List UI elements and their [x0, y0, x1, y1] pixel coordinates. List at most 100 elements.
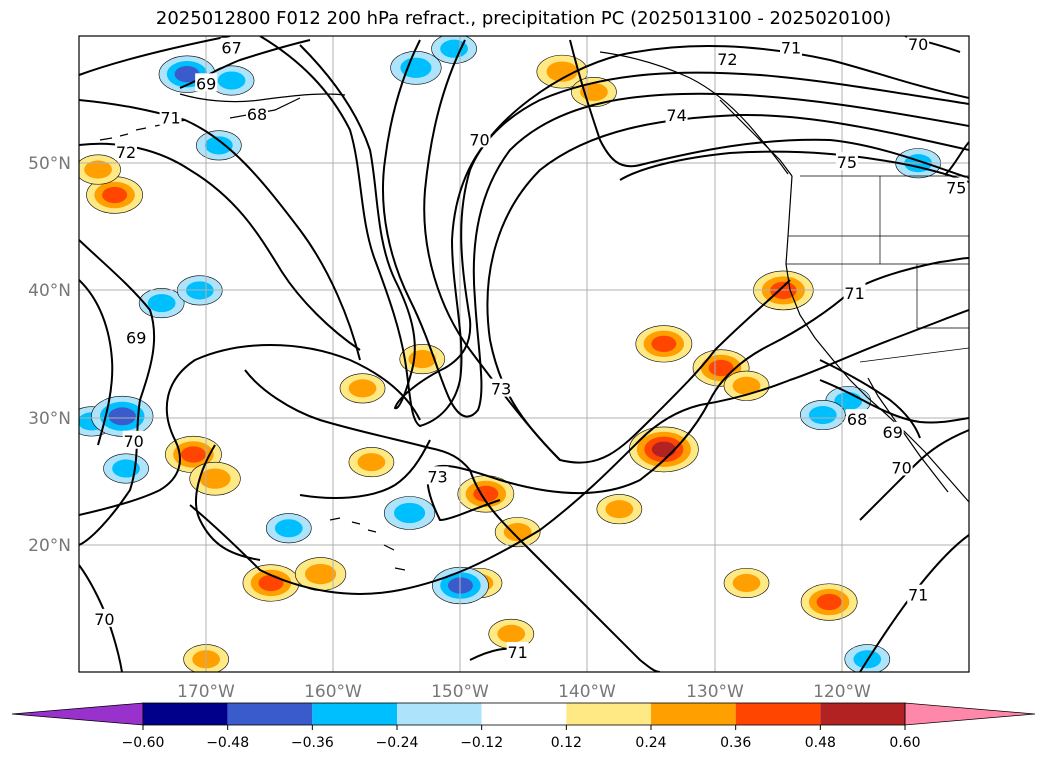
contour-label-bg-12: [843, 283, 866, 302]
precip-blob-29-level-1: [400, 57, 432, 78]
precip-blob-26-level-1: [112, 459, 140, 478]
precip-blob-10-level-2: [180, 446, 206, 463]
contour-label-20: 70: [94, 610, 114, 629]
contour-label-8: 72: [717, 50, 737, 69]
contour-70-southwest-loop: [79, 239, 156, 546]
contour-label-7: 70: [908, 35, 928, 54]
precip-blob-5-level-2: [651, 335, 677, 352]
lat-label-30: 30°N: [28, 409, 71, 429]
contour-label-10: 75: [837, 153, 857, 172]
contour-70-southeast: [859, 429, 969, 521]
precip-blob-32-level-1: [147, 294, 176, 313]
contour-label-11: 75: [946, 179, 966, 198]
contour-71-mid-south: [189, 309, 969, 595]
contour-70-northwest: [79, 36, 231, 76]
precip-blob-19-level-1: [497, 624, 526, 643]
contour-label-bg-5: [468, 129, 491, 148]
colorbar-tick-label-7: 0.36: [720, 735, 751, 751]
contour-72-northwest: [79, 142, 361, 351]
precip-blob-7-level-1: [732, 376, 761, 395]
colorbar-tick-label-1: −0.48: [206, 735, 249, 751]
refractivity-contours: [79, 36, 969, 672]
colorbar-extend-low: [11, 702, 144, 726]
precip-blob-25: [91, 395, 154, 437]
contour-label-13: 69: [126, 329, 146, 348]
precip-blob-23-level-1: [348, 379, 377, 398]
precip-blob-12-level-2: [258, 574, 284, 592]
contour-label-2: 68: [247, 105, 267, 124]
colorbar-bin-8: [820, 703, 905, 725]
precip-blob-21: [348, 447, 395, 478]
contour-label-bg-14: [490, 378, 513, 397]
map-frame: [78, 35, 970, 673]
contour-label-bg-9: [665, 105, 688, 124]
precip-blob-3-level-1: [84, 160, 112, 179]
contour-label-4: 72: [116, 143, 136, 162]
contour-label-bg-22: [506, 641, 529, 660]
precip-blob-18-level-2: [816, 593, 842, 611]
precip-blob-7: [723, 370, 770, 401]
contour-68-east: [819, 379, 969, 424]
precip-blob-0: [536, 54, 588, 89]
lon-label-160w: 160°W: [304, 682, 362, 702]
contour-label-bg-18: [890, 457, 913, 476]
colorbar-bin-4: [481, 703, 567, 725]
precip-blob-26: [103, 453, 149, 484]
precip-blob-30: [431, 36, 477, 64]
contour-label-bg-15: [122, 430, 145, 449]
precip-blob-15-level-1: [503, 523, 532, 542]
colorbar-bin-5: [566, 703, 651, 725]
precip-blob-0-level-1: [546, 61, 578, 82]
contour-69-west: [79, 279, 114, 446]
contour-label-bg-10: [835, 152, 858, 171]
aleutian-islands: [99, 119, 187, 141]
contour-label-16: 68: [847, 410, 867, 429]
precip-blob-2: [86, 176, 143, 214]
colorbar-bin-7: [735, 703, 821, 725]
precip-blob-17-level-1: [732, 573, 761, 593]
contour-label-bg-4: [115, 142, 138, 161]
precip-blob-23: [339, 373, 386, 404]
precip-blob-8-level-3: [651, 441, 676, 458]
contour-label-18: 70: [891, 458, 911, 477]
contour-label-1: 69: [196, 74, 216, 93]
precip-blob-19: [488, 618, 535, 649]
colorbar-tick-label-0: −0.60: [122, 735, 165, 751]
contour-label-19: 73: [427, 467, 447, 486]
precip-blob-12: [242, 564, 300, 602]
colorbar: −0.60 −0.48 −0.36 −0.24 −0.12 0.12 0.24 0.36 0.4…: [11, 702, 1036, 751]
colorbar-tick-label-6: 0.24: [635, 735, 666, 751]
contour-label-bg-11: [945, 177, 968, 196]
contour-label-bg-17: [881, 421, 904, 440]
colorbar-tick-label-2: −0.36: [291, 735, 334, 751]
contour-label-bg-0: [220, 37, 243, 56]
colorbar-extend-high: [904, 702, 1036, 726]
precip-blob-35: [383, 496, 436, 530]
contour-label-bg-21: [907, 584, 930, 603]
contour-74-ridge: [569, 39, 969, 179]
colorbar-tick-label-5: 0.12: [551, 735, 582, 751]
precip-blob-5: [635, 325, 693, 363]
contour-72-lower: [244, 369, 661, 672]
contour-label-bg-6: [780, 37, 802, 56]
precip-blob-28: [208, 65, 255, 96]
precip-blob-25-level-2: [108, 407, 136, 426]
lat-label-20: 20°N: [28, 536, 71, 556]
colorbar-bin-0: [143, 703, 228, 725]
precip-blob-3: [79, 154, 121, 185]
precip-blob-9: [596, 494, 643, 525]
contour-label-0: 67: [221, 39, 241, 58]
precip-blob-38: [799, 400, 846, 431]
lon-label-140w: 140°W: [558, 682, 616, 702]
precip-blob-9-level-1: [605, 500, 634, 519]
contour-label-bg-19: [426, 466, 449, 485]
contour-70-southern: [79, 344, 431, 516]
hawaii-islands: [329, 517, 406, 571]
colorbar-tick-label-3: −0.24: [376, 735, 419, 751]
precip-blob-27-level-2: [174, 66, 200, 83]
colorbar-bin-1: [227, 703, 313, 725]
lon-label-170w: 170°W: [177, 682, 235, 702]
colorbar-bin-3: [397, 703, 482, 725]
colorbar-bin-2: [312, 703, 397, 725]
